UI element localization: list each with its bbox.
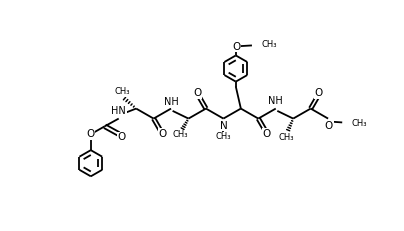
Text: CH₃: CH₃ <box>216 132 231 141</box>
Text: CH₃: CH₃ <box>351 119 367 128</box>
Text: HN: HN <box>112 106 126 116</box>
Text: NH: NH <box>164 97 179 107</box>
Text: NH: NH <box>268 96 283 106</box>
Text: CH₃: CH₃ <box>279 133 294 142</box>
Text: O: O <box>87 129 95 139</box>
Text: CH₃: CH₃ <box>172 130 187 139</box>
Text: O: O <box>325 121 333 131</box>
Text: O: O <box>263 129 271 139</box>
Text: O: O <box>158 129 166 139</box>
Text: O: O <box>232 42 241 52</box>
Text: O: O <box>193 88 202 98</box>
Text: O: O <box>118 132 126 142</box>
Text: O: O <box>314 88 323 98</box>
Text: CH₃: CH₃ <box>261 40 277 49</box>
Text: N: N <box>220 121 228 131</box>
Text: CH₃: CH₃ <box>114 88 130 96</box>
